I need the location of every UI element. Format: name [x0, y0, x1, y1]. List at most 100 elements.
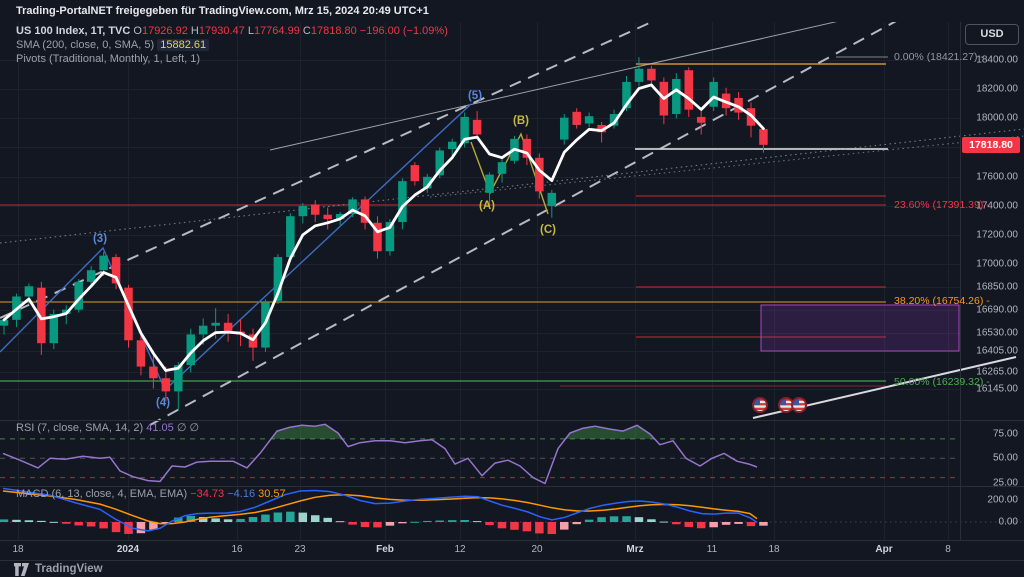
ohlc-l-key: L — [247, 25, 254, 37]
bottom-bar: TradingView — [0, 560, 1024, 577]
ohlc-o-key: O — [133, 25, 142, 37]
wave-label[interactable]: (A) — [479, 200, 495, 212]
macd-histogram-bar — [423, 520, 432, 522]
currency-toggle-button[interactable]: USD — [965, 24, 1019, 45]
macd-histogram-bar — [622, 516, 631, 522]
tradingview-brand-text[interactable]: TradingView — [35, 563, 103, 575]
macd-hist-value: −34.73 — [190, 488, 225, 500]
macd-histogram-bar — [696, 522, 706, 529]
macd-histogram-bar — [236, 518, 245, 522]
price-axis-label: 17400.00 — [976, 200, 1018, 212]
candle — [136, 330, 146, 376]
candle — [124, 284, 133, 348]
last-price-badge: 17818.80 — [962, 137, 1020, 153]
macd-histogram-bar — [572, 522, 581, 525]
candle — [696, 111, 706, 135]
candle — [149, 350, 158, 389]
macd-histogram-bar — [659, 521, 669, 523]
macd-histogram-bar — [124, 522, 133, 534]
candle — [348, 197, 357, 217]
candle — [522, 134, 532, 166]
rsi-legend-row[interactable]: RSI (7, close, SMA, 14, 2) 41.05 ∅ ∅ — [16, 421, 199, 434]
macd-histogram-bar — [149, 522, 158, 530]
fib-level-label[interactable]: 0.00% (18421.27) - — [894, 51, 984, 63]
candle — [672, 73, 681, 119]
price-axis[interactable]: USD 17818.80 18400.00 18200.00 18000.00 176… — [961, 0, 1024, 577]
macd-histogram-bar — [161, 522, 171, 524]
time-axis-label: 20 — [531, 544, 543, 555]
macd-histogram-bar — [273, 512, 283, 522]
macd-histogram-bar — [286, 511, 295, 522]
us-economic-event-icon[interactable] — [778, 397, 794, 413]
header-bar: Trading-PortalNET freigegeben für Tradin… — [0, 0, 1024, 22]
sma-label: SMA (200, close, 0, SMA, 5) — [16, 39, 155, 51]
wave-label[interactable]: (3) — [92, 233, 108, 245]
candle — [547, 189, 557, 218]
macd-histogram-bar — [510, 522, 519, 530]
macd-histogram-bar — [348, 522, 357, 525]
ma-curve[interactable] — [2, 83, 765, 372]
macd-histogram-bar — [62, 522, 71, 524]
symbol-legend-row[interactable]: US 100 Index, 1T, TVC O17926.92 H17930.4… — [16, 25, 448, 38]
macd-histogram-bar — [198, 516, 208, 522]
candle — [223, 314, 233, 342]
macd-pane — [0, 487, 1024, 535]
pivots-label: Pivots (Traditional, Monthly, 1, Left, 1… — [16, 53, 201, 65]
rsi-label: RSI (7, close, SMA, 14, 2) — [16, 422, 144, 434]
sma-value: 15882.61 — [157, 39, 210, 51]
macd-histogram-bar — [261, 514, 270, 522]
time-axis[interactable]: 18 2024 16 23 Feb 12 20 Mrz 11 18 Apr 8 — [0, 540, 1024, 561]
macd-signal-value: 30.57 — [258, 488, 286, 500]
rsi-line[interactable] — [2, 423, 758, 485]
fib-level-label[interactable]: 23.60% (17391.39) - — [894, 199, 990, 211]
tradingview-logo-icon[interactable] — [14, 562, 29, 576]
candle — [597, 122, 606, 143]
macd-histogram-bar — [37, 520, 46, 522]
macd-histogram-bar — [472, 521, 482, 523]
candle — [634, 57, 644, 87]
fib-level-label[interactable]: 50.00% (16239.32) - — [894, 376, 990, 388]
macd-line[interactable] — [2, 487, 758, 532]
wave-label[interactable]: (5) — [467, 90, 483, 102]
us-economic-event-icon[interactable] — [791, 397, 807, 413]
macd-histogram-bar — [24, 520, 34, 522]
price-axis-label: 16530.00 — [976, 327, 1018, 339]
header-title: Trading-PortalNET freigegeben für Tradin… — [16, 5, 429, 17]
candle — [423, 173, 432, 193]
candle — [560, 114, 569, 145]
macd-histogram-bar — [485, 522, 494, 526]
macd-signal-line[interactable] — [2, 490, 758, 525]
candle — [373, 216, 382, 259]
macd-histogram-bar — [335, 521, 345, 523]
pivots-legend-row[interactable]: Pivots (Traditional, Monthly, 1, Left, 1… — [16, 53, 448, 66]
macd-histogram-bar — [759, 522, 768, 526]
time-axis-label: 18 — [12, 544, 24, 555]
macd-histogram-bar — [547, 522, 557, 535]
wave-label[interactable]: (4) — [155, 397, 171, 409]
macd-histogram-bar — [647, 519, 656, 522]
wave-label[interactable]: (C) — [540, 224, 556, 236]
macd-histogram-bar — [136, 522, 146, 534]
us-economic-event-icon[interactable] — [752, 397, 768, 413]
candle — [609, 109, 619, 129]
macd-label: MACD (6, 13, close, 4, EMA, EMA) — [16, 488, 188, 500]
fib-level-label[interactable]: 38.20% (16754.26) - — [894, 295, 990, 307]
candle — [111, 254, 121, 290]
macd-histogram-bar — [49, 521, 59, 523]
price-axis-label: 75.00 — [992, 428, 1018, 440]
macd-histogram-bar — [398, 522, 407, 524]
pane-separators[interactable] — [0, 22, 1024, 540]
macd-legend-row[interactable]: MACD (6, 13, close, 4, EMA, EMA) −34.73 … — [16, 488, 286, 500]
sma-legend-row[interactable]: SMA (200, close, 0, SMA, 5) 15882.61 — [16, 39, 448, 52]
candle — [709, 77, 718, 112]
candle — [647, 65, 656, 87]
time-axis-label: 2024 — [116, 544, 140, 555]
candle — [323, 207, 332, 230]
projection-box[interactable] — [760, 304, 960, 352]
candle — [398, 178, 407, 230]
price-axis-label: 16690.00 — [976, 304, 1018, 316]
candle — [286, 213, 295, 260]
macd-histogram-bar — [684, 522, 693, 527]
wave-label[interactable]: (B) — [513, 115, 529, 127]
